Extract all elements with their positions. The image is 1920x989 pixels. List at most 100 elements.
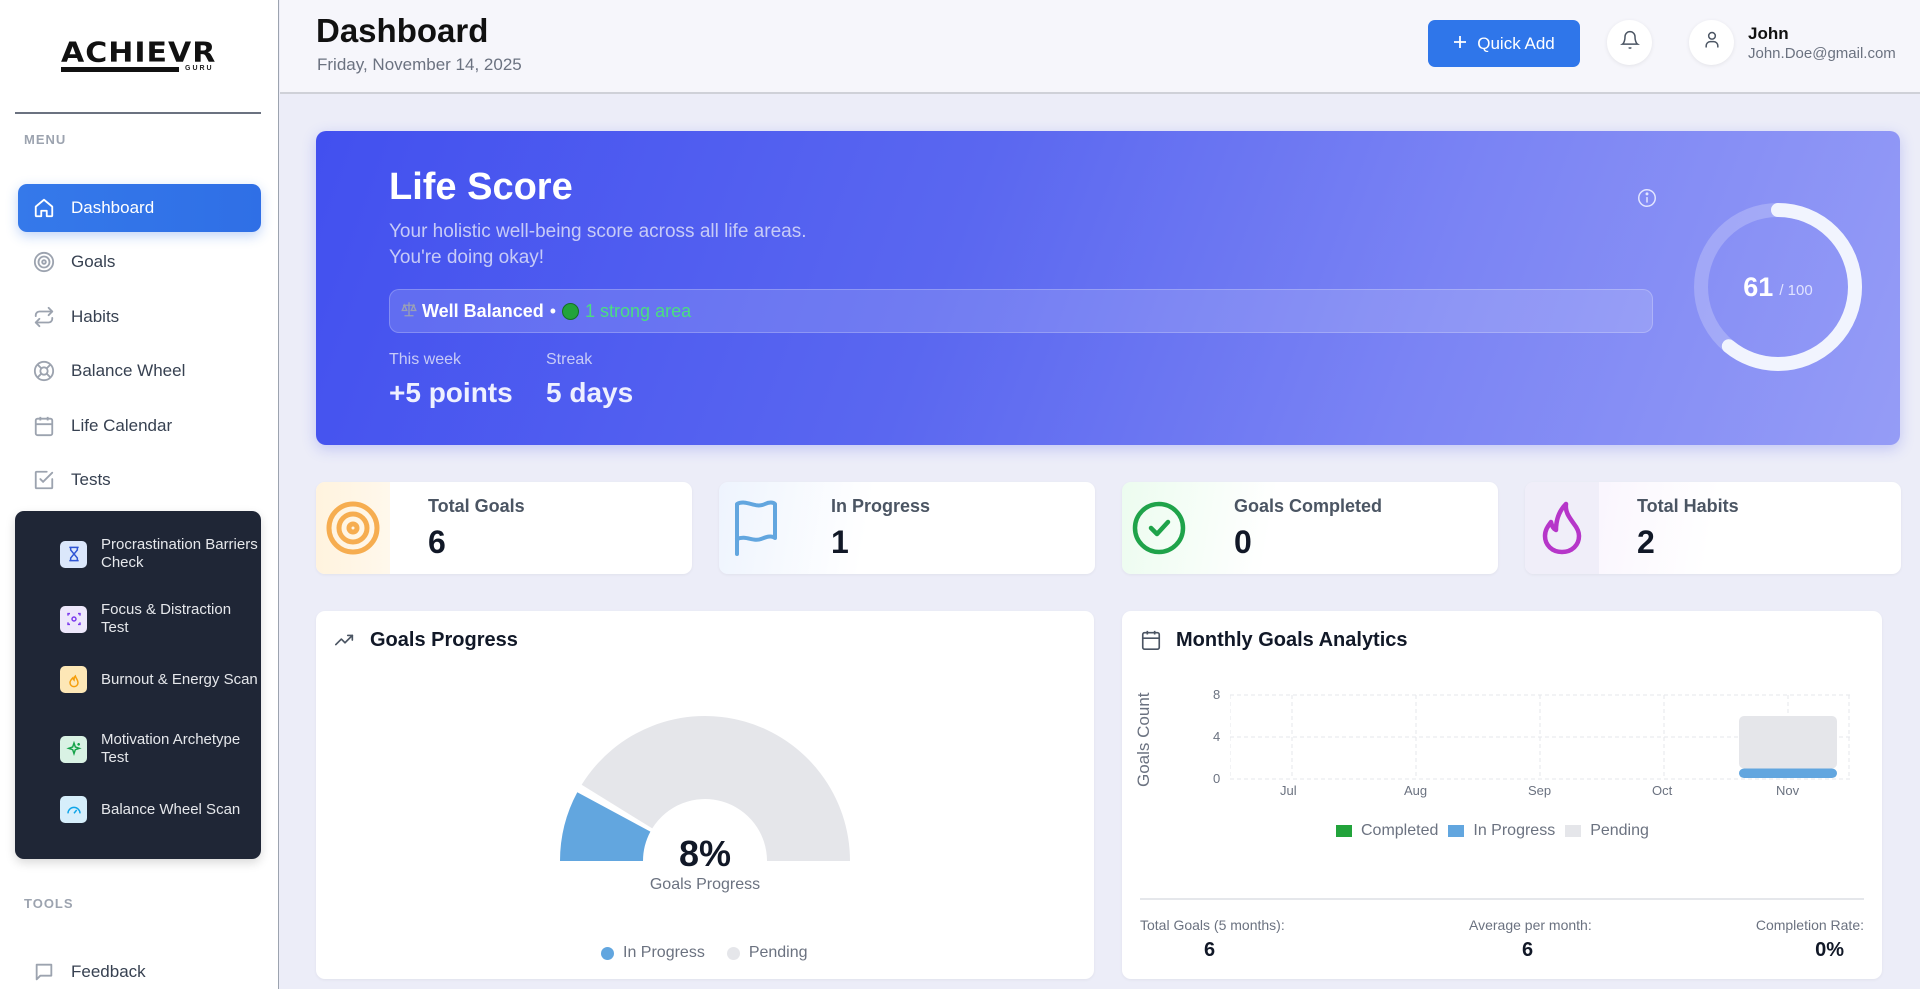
summary-value: 6 <box>1204 939 1216 961</box>
stat-value: 1 <box>831 524 849 560</box>
monthly-analytics-card: Monthly Goals Analytics Goals Count 8 4 … <box>1122 611 1882 979</box>
stat-label: In Progress <box>831 496 931 516</box>
notifications-button[interactable] <box>1607 20 1652 65</box>
gauge-percent: 8% <box>678 833 732 874</box>
stat-label: Goals Completed <box>1234 496 1383 516</box>
test-item-motivation[interactable]: Motivation Archetype Test <box>60 731 260 767</box>
sidebar-item-label: Feedback <box>71 962 146 981</box>
stat-card-total-goals[interactable]: Total Goals 6 <box>316 482 692 574</box>
bell-icon <box>1619 30 1640 55</box>
quick-add-button[interactable]: Quick Add <box>1428 20 1580 67</box>
repeat-icon <box>32 305 56 329</box>
quick-add-label: Quick Add <box>1477 33 1555 53</box>
monthly-bar-chart <box>1230 694 1850 780</box>
y-tick: 4 <box>1213 729 1221 744</box>
separator-dot: • <box>549 300 557 321</box>
flag-icon <box>719 482 793 574</box>
subtitle-line-2: You're doing okay! <box>389 247 545 268</box>
life-score-value: 61 / 100 <box>1692 201 1864 373</box>
summary-label: Completion Rate: <box>1755 917 1864 933</box>
sidebar-item-life-calendar[interactable]: Life Calendar <box>18 402 261 450</box>
stat-label: Total Goals <box>428 496 525 516</box>
test-label: Procrastination Barriers Check <box>101 536 258 571</box>
legend-item-pending[interactable]: Pending <box>1565 822 1649 840</box>
goals-progress-title: Goals Progress <box>370 629 518 651</box>
stat-card-goals-completed[interactable]: Goals Completed 0 <box>1122 482 1498 574</box>
legend-swatch <box>1565 825 1582 837</box>
sidebar-item-dashboard[interactable]: Dashboard <box>18 184 261 232</box>
sidebar-item-label: Life Calendar <box>71 416 173 435</box>
life-score-card: Life Score Your holistic well-being scor… <box>316 131 1900 445</box>
gauge-legend: In Progress Pending <box>601 944 808 962</box>
score-max: / 100 <box>1779 281 1813 299</box>
balance-status: Well Balanced <box>422 300 544 321</box>
score-number: 61 <box>1743 271 1774 302</box>
sidebar-item-goals[interactable]: Goals <box>18 238 261 286</box>
gauge-caption: Goals Progress <box>649 876 761 893</box>
summary-value: 0% <box>1815 939 1844 961</box>
y-tick: 8 <box>1213 687 1221 702</box>
sparkles-icon <box>60 735 87 763</box>
target-icon <box>316 482 390 574</box>
flame-icon <box>60 666 87 693</box>
test-item-focus[interactable]: Focus & Distraction Test <box>60 601 260 637</box>
legend-item-in-progress[interactable]: In Progress <box>1448 822 1555 840</box>
target-icon <box>32 250 56 274</box>
stat-card-total-habits[interactable]: Total Habits 2 <box>1525 482 1901 574</box>
page-title: Dashboard <box>316 12 489 49</box>
legend-label: In Progress <box>1473 822 1556 839</box>
sidebar-item-habits[interactable]: Habits <box>18 293 261 341</box>
message-icon <box>32 960 56 984</box>
y-tick: 0 <box>1213 771 1221 786</box>
life-score-title: Life Score <box>389 166 573 208</box>
stat-card-in-progress[interactable]: In Progress 1 <box>719 482 1095 574</box>
tests-submenu: Procrastination Barriers Check Focus & D… <box>15 511 261 859</box>
menu-section-label: MENU <box>24 132 67 147</box>
sidebar-item-label: Balance Wheel <box>71 361 186 380</box>
info-icon[interactable] <box>1636 187 1658 214</box>
summary-divider <box>1140 898 1864 900</box>
goals-progress-card: Goals Progress 8% Goals Progress In Prog… <box>316 611 1094 979</box>
x-tick: Jul <box>1280 783 1297 798</box>
user-email: John.Doe@gmail.com <box>1748 45 1896 62</box>
summary-label: Total Goals (5 months): <box>1140 917 1285 933</box>
green-circle-icon <box>562 302 580 320</box>
tools-section-label: TOOLS <box>24 896 74 911</box>
page-date: Friday, November 14, 2025 <box>317 55 522 74</box>
home-icon <box>32 196 56 220</box>
gauge-icon <box>60 796 87 823</box>
stat-value: 2 <box>1637 524 1655 560</box>
stat-value: 0 <box>1234 524 1252 560</box>
hourglass-icon <box>60 540 87 568</box>
sidebar-item-tests[interactable]: Tests <box>18 456 261 504</box>
subtitle-line-1: Your holistic well-being score across al… <box>389 221 807 242</box>
test-item-procrastination[interactable]: Procrastination Barriers Check <box>60 536 260 572</box>
user-avatar[interactable] <box>1689 20 1734 65</box>
x-tick: Aug <box>1404 783 1428 798</box>
legend-label: Pending <box>1590 822 1649 839</box>
lifebuoy-icon <box>32 359 56 383</box>
this-week-label: This week <box>389 351 462 368</box>
life-score-ring: 61 / 100 <box>1692 201 1864 373</box>
legend-item-completed[interactable]: Completed <box>1336 822 1438 840</box>
logo[interactable]: ACHIEVR GURU <box>61 38 215 78</box>
sidebar-item-label: Habits <box>71 307 120 326</box>
user-icon <box>1702 30 1722 55</box>
balance-status-pill: Well Balanced • 1 strong area <box>389 289 1653 333</box>
legend-item-in-progress[interactable]: In Progress <box>601 944 705 962</box>
legend-swatch <box>1448 825 1465 837</box>
test-label: Focus & Distraction Test <box>101 601 232 636</box>
stat-label: Total Habits <box>1637 496 1739 516</box>
calendar-icon <box>32 414 56 438</box>
test-item-burnout[interactable]: Burnout & Energy Scan <box>60 666 260 693</box>
sidebar-item-balance-wheel[interactable]: Balance Wheel <box>18 347 261 395</box>
legend-swatch <box>1336 825 1352 837</box>
sidebar-item-feedback[interactable]: Feedback <box>18 948 261 989</box>
focus-icon <box>60 605 87 633</box>
legend-item-pending[interactable]: Pending <box>726 944 808 962</box>
check-circle-icon <box>1122 482 1196 574</box>
sidebar-item-label: Tests <box>71 470 111 489</box>
sidebar: ACHIEVR GURU MENU Dashboard Goals Habits… <box>0 0 279 989</box>
test-item-balance-wheel-scan[interactable]: Balance Wheel Scan <box>60 796 260 823</box>
legend-label: In Progress <box>623 944 705 961</box>
